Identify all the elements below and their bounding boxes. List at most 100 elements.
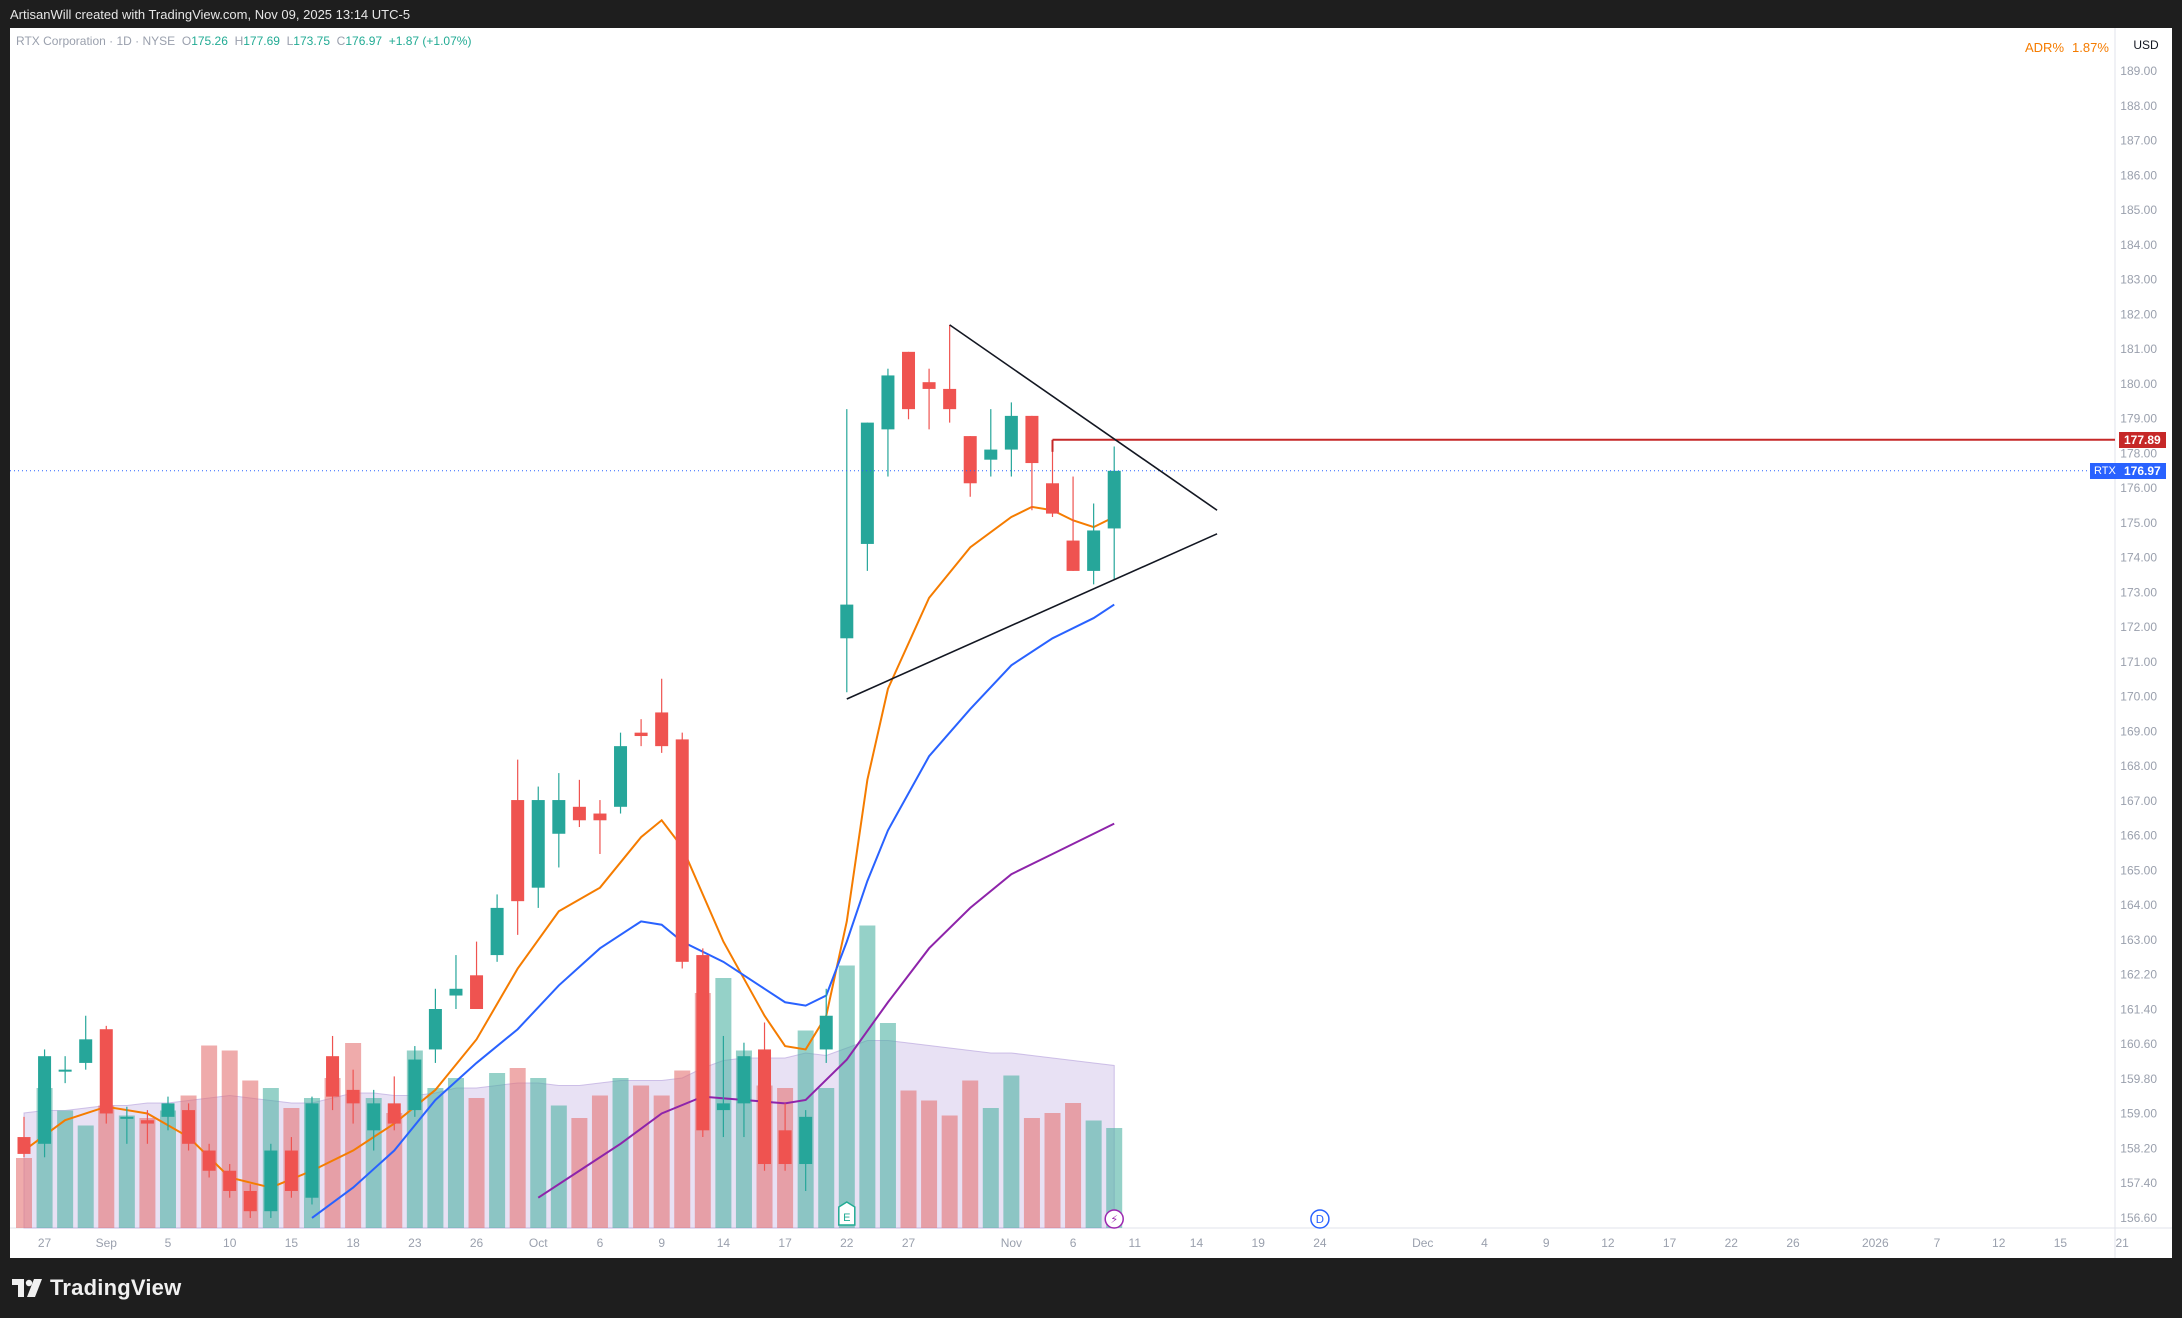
candle — [470, 941, 484, 1009]
candle — [881, 368, 895, 477]
symbol-line: RTX Corporation · 1D · NYSE — [16, 34, 176, 48]
candle — [284, 1137, 298, 1198]
volume-bar — [550, 1105, 567, 1228]
volume-bar — [16, 1158, 32, 1228]
volume-bar — [653, 1095, 670, 1228]
x-tick-label: Dec — [1412, 1236, 1433, 1250]
y-tick-label: 185.00 — [2120, 203, 2157, 217]
volume-bar — [118, 1115, 135, 1228]
candle-body — [367, 1103, 381, 1131]
candle-body — [1087, 530, 1101, 571]
candle-body — [696, 955, 710, 1131]
candle-body — [531, 800, 545, 888]
x-tick-label: 14 — [717, 1236, 731, 1250]
volume-bar — [818, 1088, 835, 1228]
candle — [387, 1076, 401, 1131]
candle-body — [1107, 470, 1121, 529]
chart-pane[interactable]: 189.00 188.00 187.00 186.00 185.00 184.00 183.… — [10, 28, 2172, 1258]
y-tick-label: 159.00 — [2120, 1107, 2157, 1121]
candle — [572, 779, 586, 828]
candle — [943, 324, 957, 423]
y-tick-label: 172.00 — [2120, 620, 2157, 634]
volume-bar — [1003, 1075, 1020, 1228]
candle — [79, 1015, 93, 1070]
volume-bar — [159, 1110, 176, 1228]
y-tick-label: 158.20 — [2120, 1141, 2157, 1155]
candle-body — [860, 422, 874, 544]
y-tick-label: 179.00 — [2120, 412, 2157, 426]
x-tick-label: 6 — [597, 1236, 604, 1250]
volume-bar — [489, 1073, 506, 1228]
y-tick-label: 187.00 — [2120, 134, 2157, 148]
volume-bar — [1106, 1128, 1123, 1228]
candle-body — [408, 1059, 422, 1111]
close-key: C — [336, 34, 346, 48]
candle — [408, 1046, 422, 1117]
earnings-marker-icon — [838, 1201, 856, 1226]
candle-body — [79, 1039, 93, 1063]
x-tick-label: 15 — [285, 1236, 299, 1250]
candle — [1066, 476, 1080, 571]
y-tick-label: 169.00 — [2120, 724, 2157, 738]
tradingview-logo[interactable]: TradingView — [12, 1274, 181, 1302]
volume-bar — [921, 1100, 938, 1228]
candle — [367, 1089, 381, 1151]
footer-bar: TradingView — [0, 1258, 2182, 1318]
x-tick-label: 26 — [470, 1236, 484, 1250]
volume-bar — [365, 1098, 382, 1228]
volume-bar — [1065, 1103, 1082, 1228]
x-tick-label: 11 — [1129, 1236, 1142, 1250]
candle-body — [284, 1150, 298, 1191]
y-tick-label: 174.00 — [2120, 551, 2157, 565]
y-tick-label: 176.00 — [2120, 481, 2157, 495]
candle-body — [943, 388, 957, 410]
volume-bar — [530, 1078, 547, 1228]
candle-body — [881, 375, 895, 430]
currency-label[interactable]: USD — [2133, 38, 2159, 52]
volume-bar — [591, 1095, 608, 1228]
candle — [716, 1035, 730, 1138]
candle — [860, 422, 874, 571]
candle — [758, 1022, 772, 1171]
y-tick-label: 183.00 — [2120, 273, 2157, 287]
y-tick-label: 182.00 — [2120, 307, 2157, 321]
candle-body — [99, 1029, 113, 1114]
low-value: 173.75 — [293, 34, 330, 48]
volume-bar — [859, 925, 876, 1228]
y-tick-label: 166.00 — [2120, 829, 2157, 843]
y-tick-label: 178.00 — [2120, 446, 2157, 460]
candle — [1025, 415, 1039, 511]
y-tick-label: 175.00 — [2120, 516, 2157, 530]
candle-body — [140, 1120, 154, 1124]
price-chart[interactable]: 189.00 188.00 187.00 186.00 185.00 184.00 183.… — [10, 28, 2172, 1258]
candle-body — [305, 1103, 319, 1198]
x-tick-label: 27 — [902, 1236, 916, 1250]
candle — [140, 1110, 154, 1144]
trendline-upper — [949, 324, 1218, 511]
candle-body — [840, 604, 854, 639]
volume-bar — [674, 1070, 691, 1228]
candle — [634, 719, 648, 747]
candle-body — [428, 1009, 442, 1050]
candle-body — [120, 1116, 134, 1119]
x-tick-label: 5 — [165, 1236, 172, 1250]
dividend-marker-icon — [1310, 1209, 1330, 1229]
volume-bar — [1085, 1120, 1102, 1228]
candle — [1087, 503, 1101, 585]
candle-body — [922, 382, 936, 389]
volume-bar — [612, 1078, 629, 1228]
adr-label: ADR% — [2025, 40, 2065, 55]
candle-body — [346, 1089, 360, 1104]
x-tick-label: 17 — [778, 1236, 792, 1250]
ema-mid-line — [311, 603, 1115, 1219]
y-tick-label: 189.00 — [2120, 64, 2157, 78]
y-tick-label: 160.60 — [2120, 1037, 2157, 1051]
candle — [696, 948, 710, 1138]
candle-body — [984, 449, 998, 460]
split-marker-icon — [1104, 1209, 1124, 1229]
candle — [182, 1103, 196, 1151]
x-tick-label: 18 — [346, 1236, 360, 1250]
candle-body — [38, 1056, 52, 1144]
candle — [819, 988, 833, 1063]
volume-bar — [221, 1050, 238, 1228]
